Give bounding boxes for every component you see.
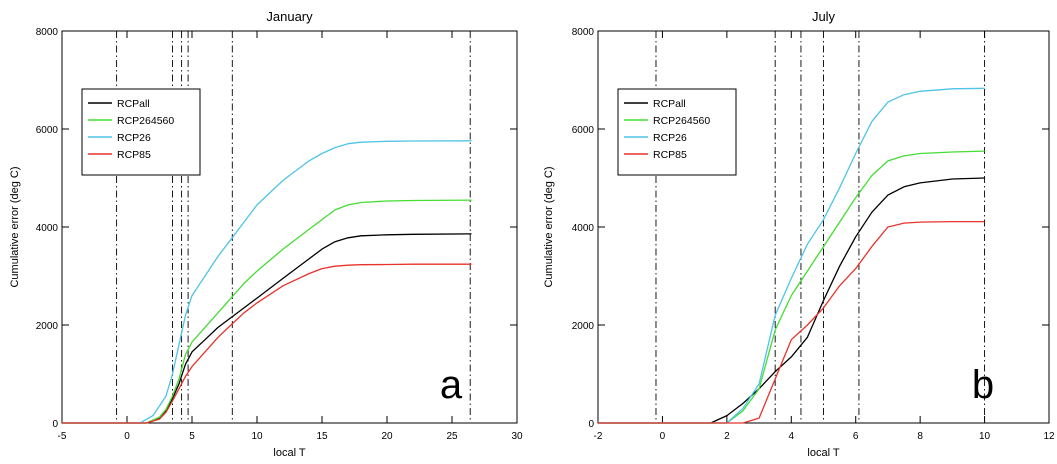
x-tick-label: 30	[511, 431, 523, 442]
y-tick-label: 2000	[36, 321, 59, 332]
series-line-rcpall	[598, 177, 985, 424]
legend-label-rcp85: RCP85	[653, 149, 687, 161]
y-axis-label: Cumulative error (deg C)	[543, 166, 555, 287]
y-tick-label: 0	[588, 419, 594, 430]
x-tick-label: 15	[316, 431, 328, 442]
x-tick-label: 4	[789, 431, 795, 442]
y-tick-label: 0	[52, 419, 58, 430]
x-tick-label: 0	[660, 431, 666, 442]
y-tick-label: 4000	[36, 223, 59, 234]
x-tick-label: 2	[724, 431, 730, 442]
series-line-rcp264560	[62, 199, 472, 424]
panel-letter: a	[440, 363, 463, 407]
y-tick-label: 8000	[36, 27, 59, 38]
x-axis-label: local T	[273, 447, 305, 459]
legend-label-rcpall: RCPall	[653, 98, 686, 110]
legend-label-rcp264560: RCP264560	[117, 115, 174, 127]
x-tick-label: 20	[381, 431, 393, 442]
legend-label-rcp264560: RCP264560	[653, 115, 710, 127]
legend-label-rcp26: RCP26	[117, 132, 151, 144]
chart-title: January	[266, 9, 313, 24]
x-tick-label: 10	[979, 431, 991, 442]
x-tick-label: 12	[1043, 431, 1055, 442]
y-tick-label: 4000	[572, 223, 595, 234]
y-tick-label: 6000	[36, 125, 59, 136]
x-axis-label: local T	[807, 447, 839, 459]
y-tick-label: 6000	[572, 125, 595, 136]
x-tick-label: 8	[917, 431, 923, 442]
panel-january: -5 0 5 10 15 20 25 3002000400060008000Januarylo…	[9, 9, 523, 459]
legend-label-rcpall: RCPall	[117, 98, 150, 110]
panel-letter: b	[972, 363, 994, 407]
y-tick-label: 2000	[572, 321, 595, 332]
legend-label-rcp85: RCP85	[117, 149, 151, 161]
x-tick-label: 25	[446, 431, 458, 442]
legend: RCPall RCP264560 RCP26 RCP85	[617, 88, 737, 176]
series-line-rcpall	[62, 233, 472, 424]
series-line-rcp264560	[598, 150, 985, 424]
series-line-rcp85	[62, 263, 472, 424]
x-tick-label: 0	[124, 431, 130, 442]
chart-title: July	[812, 9, 836, 24]
series-line-rcp26	[62, 140, 472, 424]
x-tick-label: 10	[251, 431, 263, 442]
y-tick-label: 8000	[572, 27, 595, 38]
series-line-rcp85	[598, 220, 985, 424]
legend: RCPall RCP264560 RCP26 RCP85	[81, 88, 201, 176]
y-axis-label: Cumulative error (deg C)	[9, 166, 21, 287]
x-tick-label: 6	[853, 431, 859, 442]
x-tick-label: -5	[58, 431, 67, 442]
x-tick-label: 5	[189, 431, 195, 442]
series-line-rcp26	[598, 87, 985, 424]
x-tick-label: -2	[594, 431, 603, 442]
legend-label-rcp26: RCP26	[653, 132, 687, 144]
